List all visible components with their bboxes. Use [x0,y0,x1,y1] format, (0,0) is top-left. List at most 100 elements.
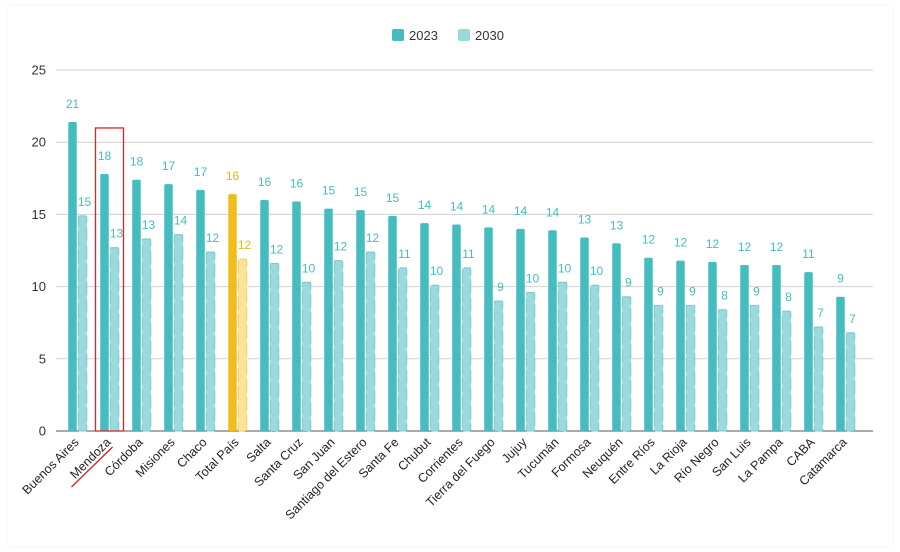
bar-2023-formosa [580,237,589,431]
bar-2023-cordoba [132,179,141,431]
value-label-2030-santiago-del-estero: 12 [366,231,380,245]
value-label-2030-santa-fe: 11 [398,247,411,261]
value-label-2023-santiago-del-estero: 15 [354,185,368,199]
y-tick-label: 25 [32,63,46,78]
bar-2023-buenos-aires [68,121,77,431]
bar-2030-tierra-del-fuego [493,300,504,432]
legend-swatch-2030 [458,29,470,41]
legend-label-2030: 2030 [475,28,504,43]
value-label-2023-salta: 16 [258,175,272,189]
bar-2023-san-luis [740,264,749,431]
bar-2023-la-rioja [676,260,685,431]
bar-2023-chaco [196,189,205,431]
value-label-2030-caba: 7 [817,306,824,320]
bar-chart: 2023 2030 0 5 10 15 20 25 21 15 18 13 18 13 17 14 17 1… [20,28,873,523]
value-label-2030-la-pampa: 8 [785,290,792,304]
bar-2030-santiago-del-estero [365,251,376,432]
bar-2023-jujuy [516,228,525,431]
bar-2023-santa-cruz [292,201,301,431]
value-label-2030-formosa: 10 [590,264,604,278]
bar-2023-santiago-del-estero [356,210,365,431]
value-label-2030-san-luis: 9 [753,284,760,298]
y-tick-label: 15 [32,207,46,222]
bar-2023-catamarca [836,296,845,431]
bar-2023-tierra-del-fuego [484,227,493,431]
value-label-2030-la-rioja: 9 [689,284,696,298]
value-label-2023-la-pampa: 12 [770,240,784,254]
value-label-2023-rio-negro: 12 [706,237,720,251]
value-labels: 21 15 18 13 18 13 17 14 17 12 16 12 16 12 16 10 15 12 15 12… [66,97,856,326]
value-label-2030-buenos-aires: 15 [78,195,92,209]
value-label-2023-jujuy: 14 [514,204,528,218]
value-label-2030-jujuy: 10 [526,271,540,285]
value-label-2030-tierra-del-fuego: 9 [497,280,504,294]
value-label-2030-salta: 12 [270,242,284,256]
value-label-2030-rio-negro: 8 [721,289,728,303]
x-axis: Buenos AiresMendozaCórdobaMisionesChacoT… [20,435,850,523]
value-label-2023-corrientes: 14 [450,200,464,214]
bar-2030-neuquen [621,296,632,432]
bar-2023-caba [804,272,813,431]
bar-2023-san-juan [324,208,333,431]
bar-2023-chubut [420,223,429,431]
bar-2023-corrientes [452,224,461,431]
bar-2030-santa-cruz [301,281,312,432]
value-label-2023-tierra-del-fuego: 14 [482,202,496,216]
y-axis: 0 5 10 15 20 25 [32,63,46,439]
value-label-2023-neuquen: 13 [610,218,624,232]
value-label-2023-entre-rios: 12 [642,233,656,247]
value-label-2023-chubut: 14 [418,198,432,212]
value-label-2023-catamarca: 9 [837,272,844,286]
bar-2030-buenos-aires [77,215,88,432]
bar-2023-total-pais [228,194,237,431]
bar-2030-rio-negro [717,309,728,432]
bar-2030-misiones [173,234,184,432]
value-label-2030-total-pais: 12 [238,238,252,252]
bar-2030-jujuy [525,291,536,432]
bar-2023-tucuman [548,230,557,431]
value-label-2030-neuquen: 9 [625,276,632,290]
value-label-2023-formosa: 13 [578,213,592,227]
y-tick-label: 20 [32,135,46,150]
value-label-2030-mendoza: 13 [110,227,124,241]
value-label-2030-cordoba: 13 [142,218,156,232]
value-label-2023-caba: 11 [802,247,815,261]
y-tick-label: 0 [39,424,46,439]
bar-2030-caba [813,326,824,432]
bar-2030-chaco [205,251,216,432]
value-label-2030-misiones: 14 [174,214,188,228]
value-label-2023-misiones: 17 [162,159,176,173]
value-label-2030-san-juan: 12 [334,240,348,254]
bar-2030-formosa [589,284,600,432]
legend: 2023 2030 [392,28,504,43]
bar-2030-san-luis [749,304,760,432]
value-label-2023-tucuman: 14 [546,205,560,219]
value-label-2023-san-luis: 12 [738,240,752,254]
bar-2023-misiones [164,184,173,431]
chart-frame: 2023 2030 0 5 10 15 20 25 21 15 18 13 18 13 17 14 17 1… [8,6,892,546]
bar-2030-catamarca [845,332,856,432]
bar-2030-san-juan [333,260,344,432]
value-label-2030-chubut: 10 [430,264,444,278]
value-label-2023-chaco: 17 [194,165,208,179]
bar-2030-salta [269,262,280,432]
bar-2030-corrientes [461,267,472,432]
value-label-2023-total-pais: 16 [226,169,240,183]
value-label-2030-catamarca: 7 [849,312,856,326]
bar-2030-cordoba [141,238,152,432]
bar-2030-la-rioja [685,304,696,432]
value-label-2030-entre-rios: 9 [657,284,664,298]
annotations [71,127,125,488]
legend-swatch-2023 [392,29,404,41]
value-label-2030-tucuman: 10 [558,261,572,275]
highlight-box [94,127,125,432]
bar-2023-neuquen [612,243,621,431]
y-tick-label: 10 [32,279,46,294]
value-label-2023-santa-cruz: 16 [290,176,304,190]
bar-2030-total-pais [237,258,248,432]
value-label-2023-la-rioja: 12 [674,236,688,250]
bar-2030-santa-fe [397,267,408,432]
bar-2030-mendoza [109,247,120,432]
bar-2023-santa-fe [388,215,397,431]
bar-2030-chubut [429,284,440,432]
